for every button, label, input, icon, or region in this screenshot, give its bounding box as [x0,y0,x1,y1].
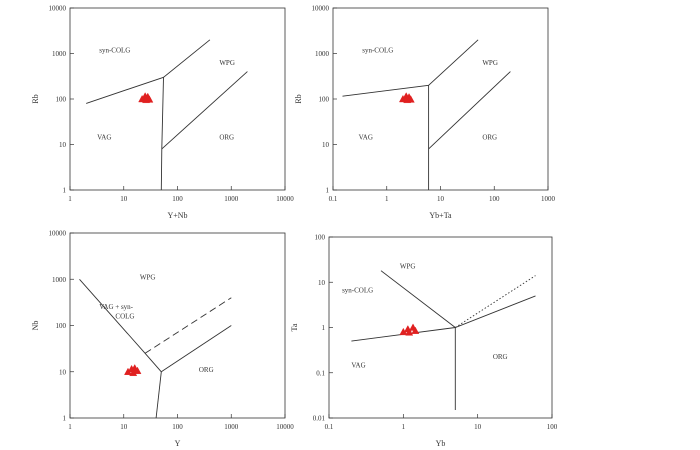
x-tick-label: 1000 [541,195,556,203]
y-tick-label: 10000 [49,230,67,238]
field-label: WPG [219,59,235,67]
y-tick-label: 1 [63,187,67,195]
sample-point [405,328,414,336]
plot-frame [332,7,549,191]
plot-frame [69,7,286,191]
y-tick-label: 100 [319,96,330,104]
x-tick-label: 1000 [224,195,239,203]
field-boundary-line [160,77,164,191]
x-tick-label: 0.1 [325,423,334,431]
y-tick-label: 1000 [315,50,330,58]
x-tick-label: 100 [172,195,183,203]
field-label: VAG [359,133,373,141]
field-label: WPG [400,263,416,271]
y-axis-label: Ta [290,323,299,331]
field-boundary-line [155,371,162,419]
x-tick-label: 10 [437,195,445,203]
x-tick-label: 1 [402,423,406,431]
x-tick-label: 1 [385,195,389,203]
x-tick-label: 10 [120,195,128,203]
y-tick-label: 1000 [52,276,67,284]
x-tick-label: 100 [489,195,500,203]
y-tick-label: 10 [59,368,67,376]
field-boundary-line [79,279,162,373]
field-label: VAG [97,133,111,141]
y-tick-label: 10 [59,141,67,149]
x-axis-label: Yb [436,439,446,448]
field-boundary-line [428,71,511,150]
field-label: VAG [351,362,365,370]
field-boundary-line [144,297,232,354]
field-boundary-line [161,71,248,150]
y-tick-label: 0.01 [313,415,326,423]
chart-panel-rb-vs-y-nb: 1 10 100 1000 10000 1 10 100 1000 10000 Y+Nb Rb syn-… [31,5,294,221]
field-label: ORG [482,133,497,141]
sample-point [142,95,150,104]
field-label: ORG [493,353,508,361]
y-tick-label: 100 [315,234,326,242]
field-label: WPG [140,273,156,281]
field-boundary-line [380,270,456,328]
field-boundary-line [455,275,536,328]
y-axis-label: Nb [31,321,40,331]
x-tick-label: 10 [474,423,482,431]
y-tick-label: 100 [56,322,67,330]
sample-point [403,95,412,104]
x-tick-label: 10 [120,423,128,431]
field-label: syn-COLG [342,286,373,294]
x-tick-label: 0.1 [329,195,338,203]
x-axis-label: Y+Nb [167,211,187,220]
y-axis-label: Rb [294,94,303,103]
x-axis-label: Yb+Ta [429,211,452,220]
plot-frame [69,232,286,419]
y-tick-label: 1 [326,187,330,195]
sample-point [133,366,142,374]
x-tick-label: 100 [172,423,183,431]
y-tick-label: 1 [322,324,326,332]
x-tick-label: 100 [547,423,558,431]
x-axis-label: Y [175,439,181,448]
field-label: COLG [115,313,134,321]
y-tick-label: 10 [322,141,330,149]
y-tick-label: 1 [63,415,67,423]
field-label: syn-COLG [99,47,130,55]
chart-panel-nb-vs-y: 1 10 100 1000 10000 1 10 100 1000 10000 Y Nb WPG VAG … [31,230,294,449]
x-tick-label: 10000 [276,195,294,203]
sample-point [129,368,138,376]
field-label: ORG [219,133,234,141]
y-tick-label: 0.1 [316,369,325,377]
field-label: syn-COLG [362,47,393,55]
x-tick-label: 10000 [276,423,294,431]
y-tick-label: 10000 [49,5,67,13]
y-tick-label: 100 [56,96,67,104]
x-tick-label: 1 [68,423,72,431]
sample-point [411,326,420,334]
y-axis-label: Rb [31,94,40,103]
y-tick-label: 10 [318,279,326,287]
y-tick-label: 10000 [312,5,330,13]
y-tick-label: 1000 [52,50,67,58]
field-label: WPG [482,59,498,67]
x-tick-label: 1000 [224,423,239,431]
plot-frame [328,236,553,419]
field-label: VAG + syn- [99,303,133,311]
field-label: ORG [199,366,214,374]
field-boundary-line [161,325,232,373]
x-tick-label: 1 [68,195,72,203]
